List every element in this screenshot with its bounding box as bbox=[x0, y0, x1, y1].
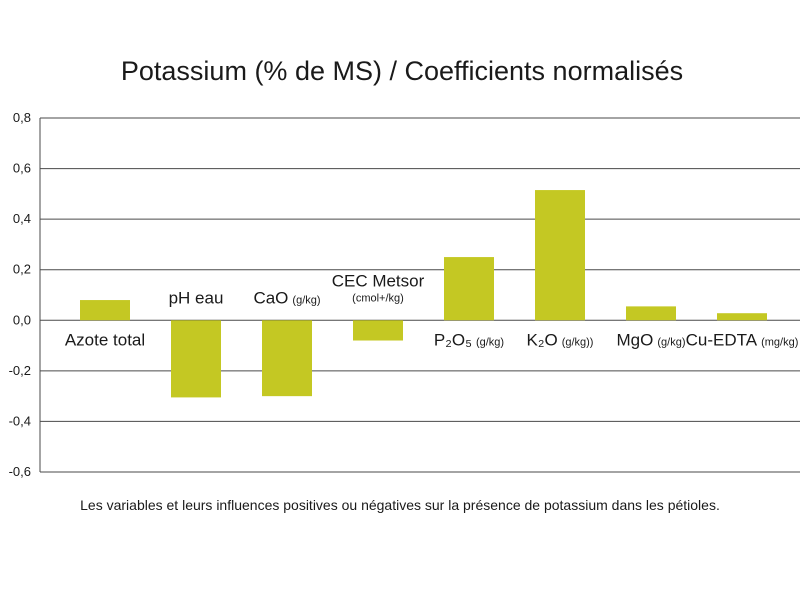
category-labels: Azote total pH eau CaO (g/kg) CEC Metsor (cmo… bbox=[65, 271, 799, 349]
grid-lines bbox=[39, 117, 800, 473]
category-unit-label: (g/kg) bbox=[476, 336, 504, 348]
category-label: Azote total bbox=[65, 330, 145, 349]
category-name: K₂O bbox=[527, 330, 558, 349]
bars bbox=[80, 190, 767, 398]
category-label: pH eau bbox=[169, 288, 224, 307]
y-tick-label: -0,4 bbox=[9, 413, 31, 428]
chart-title: Potassium (% de MS) / Coefficients norma… bbox=[121, 56, 683, 86]
bar bbox=[626, 306, 676, 321]
category-unit-label: (g/kg) bbox=[292, 294, 320, 306]
category-label: MgO (g/kg) bbox=[617, 330, 686, 349]
category-name: MgO bbox=[617, 330, 654, 349]
bar bbox=[444, 257, 494, 321]
category-label: CEC Metsor bbox=[332, 271, 425, 290]
category-unit-label: (mg/kg) bbox=[761, 336, 798, 348]
category-label: Cu-EDTA (mg/kg) bbox=[686, 330, 799, 349]
y-tick-label: 0,2 bbox=[13, 262, 31, 277]
category-name: P₂O₅ bbox=[434, 330, 472, 349]
bar bbox=[353, 320, 403, 341]
category-label: K₂O (g/kg)) bbox=[527, 330, 594, 349]
category-name: Cu-EDTA bbox=[686, 330, 758, 349]
y-tick-label: 0,8 bbox=[13, 110, 31, 125]
chart-caption: Les variables et leurs influences positi… bbox=[80, 497, 720, 513]
bar bbox=[717, 313, 767, 321]
y-tick-label: -0,2 bbox=[9, 363, 31, 378]
y-tick-label: -0,6 bbox=[9, 464, 31, 479]
bar bbox=[262, 320, 312, 397]
bar bbox=[171, 320, 221, 398]
bar bbox=[535, 190, 585, 321]
bar bbox=[80, 300, 130, 321]
y-tick-label: 0,0 bbox=[13, 312, 31, 327]
category-label: CaO (g/kg) bbox=[253, 288, 320, 307]
y-tick-label: 0,6 bbox=[13, 161, 31, 176]
category-unit-label: (cmol+/kg) bbox=[352, 292, 404, 304]
category-unit-label: (g/kg) bbox=[657, 336, 685, 348]
y-axis-ticks: 0,8 0,6 0,4 0,2 0,0 -0,2 -0,4 -0,6 bbox=[9, 110, 31, 479]
category-unit-label: (g/kg)) bbox=[562, 336, 594, 348]
category-label: P₂O₅ (g/kg) bbox=[434, 330, 504, 349]
y-tick-label: 0,4 bbox=[13, 211, 31, 226]
category-name: CaO bbox=[253, 288, 288, 307]
